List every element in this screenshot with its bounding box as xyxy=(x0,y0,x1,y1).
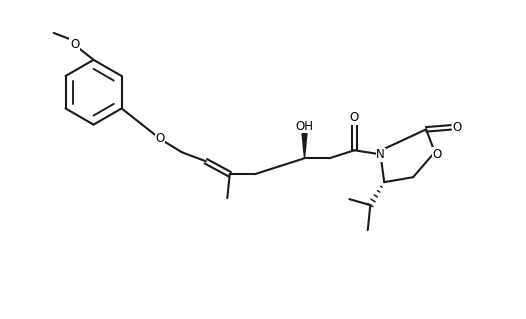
Text: O: O xyxy=(350,111,359,124)
Polygon shape xyxy=(302,133,307,158)
Text: O: O xyxy=(452,121,462,134)
Text: OH: OH xyxy=(296,120,313,133)
Text: O: O xyxy=(155,132,165,145)
Text: O: O xyxy=(432,148,442,161)
Text: O: O xyxy=(70,38,79,51)
Text: N: N xyxy=(377,148,385,161)
